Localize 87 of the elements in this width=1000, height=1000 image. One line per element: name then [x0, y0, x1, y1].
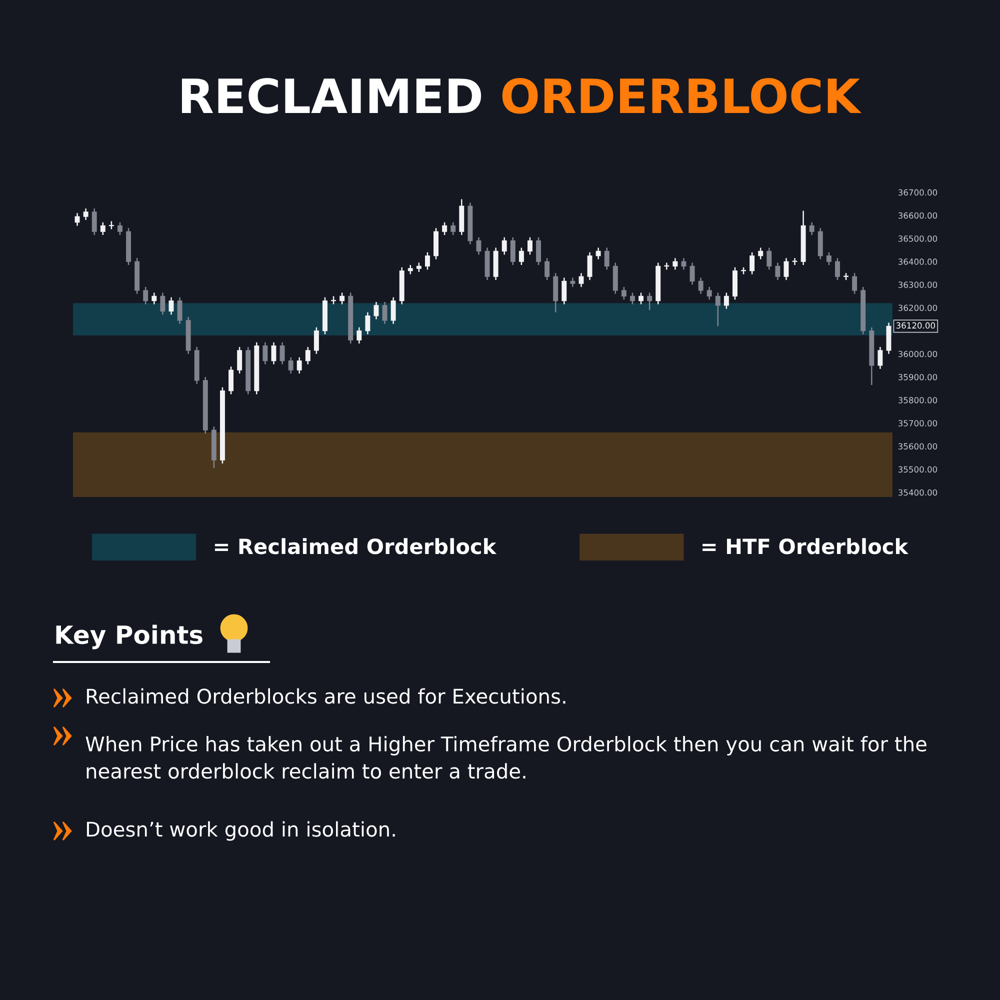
candlestick [92, 208, 97, 236]
candlestick [271, 342, 276, 365]
candlestick [750, 252, 755, 275]
candlestick [408, 264, 413, 275]
candlestick [518, 247, 524, 266]
candlestick [502, 236, 507, 256]
candlestick [143, 286, 148, 305]
candlestick [280, 342, 285, 365]
candlestick [356, 326, 362, 344]
candlestick [228, 366, 234, 395]
candlestick [630, 292, 635, 305]
candlestick [766, 247, 772, 270]
candlestick [724, 292, 729, 310]
candlestick [706, 286, 712, 300]
y-tick-label: 36300.00 [898, 282, 938, 288]
candlestick [117, 222, 122, 236]
candlestick [177, 296, 182, 325]
y-tick-label: 35500.00 [898, 466, 938, 473]
candlestick [758, 247, 764, 260]
candlestick [305, 346, 310, 365]
candlestick [826, 252, 832, 266]
y-tick-label: 36400.00 [898, 258, 938, 265]
candlestick [237, 346, 242, 374]
candlestick [647, 292, 652, 311]
legend-label: = HTF Orderblock [702, 538, 908, 554]
candlestick [374, 301, 379, 320]
candlestick [775, 262, 780, 281]
text: When Price has taken out a Higher Timeframe Orderblock then you can wait for the nearest orderblock reclaim to enter a trade. [86, 736, 926, 779]
candlestick [698, 277, 704, 294]
y-tick-label: 35800.00 [898, 397, 938, 404]
y-tick-label: 36700.00 [898, 189, 938, 196]
y-tick-label: 36200.00 [898, 304, 938, 312]
candlestick [664, 262, 670, 270]
y-tick-label: 35400.00 [898, 489, 938, 496]
y-tick-label: 35700.00 [898, 420, 938, 426]
candlestick [160, 292, 166, 316]
candlestick [834, 257, 840, 281]
candlestick [314, 326, 319, 355]
y-tick-label: 35600.00 [898, 443, 938, 450]
candlestick [390, 296, 396, 325]
candlestick [83, 208, 88, 221]
candlestick [544, 257, 550, 281]
y-tick-label: 36600.00 [898, 212, 938, 219]
candlestick [852, 272, 858, 294]
y-tick-label: 36000.00 [898, 350, 938, 358]
candlestick [792, 257, 798, 266]
candlestick [690, 262, 695, 286]
candlestick [570, 277, 576, 288]
candlestick [365, 312, 370, 335]
candlestick [168, 296, 174, 316]
candlestick [296, 356, 302, 374]
text: 36120.00 [896, 322, 935, 329]
candlestick [288, 356, 294, 374]
candlestick [382, 301, 388, 325]
candlestick [100, 222, 106, 236]
legend-label: = Reclaimed Orderblock [214, 538, 497, 554]
candlestick [621, 286, 626, 300]
candlestick [638, 292, 644, 305]
candlestick [596, 247, 601, 260]
candlestick [536, 236, 542, 266]
y-tick-label: 35900.00 [898, 374, 938, 380]
candlestick [416, 262, 422, 273]
candlestick [442, 222, 448, 236]
candlestick [578, 272, 584, 288]
candlestick [340, 292, 345, 305]
text: Doesn’t work good in isolation. [86, 821, 395, 841]
candlestick [715, 292, 720, 327]
candlestick [262, 342, 268, 365]
candlestick [681, 257, 686, 270]
candlestick [809, 222, 814, 236]
candlestick [510, 236, 516, 266]
candlestick [784, 257, 789, 281]
candlestick [527, 236, 532, 256]
candlestick [476, 236, 482, 256]
candlestick [604, 247, 610, 270]
text: Key Points [56, 624, 202, 650]
candlestick [74, 212, 80, 226]
candlestick [587, 252, 592, 281]
chart-title: RECLAIMED ORDERBLOCK [182, 78, 862, 114]
candlestick [562, 277, 567, 305]
candlestick [672, 257, 678, 270]
candlestick [450, 222, 456, 236]
candlestick [152, 292, 157, 305]
y-tick-label: 36500.00 [898, 235, 938, 242]
candlestick [878, 346, 883, 370]
candlestick [424, 252, 430, 270]
text: Reclaimed Orderblocks are used for Executions. [86, 688, 566, 704]
